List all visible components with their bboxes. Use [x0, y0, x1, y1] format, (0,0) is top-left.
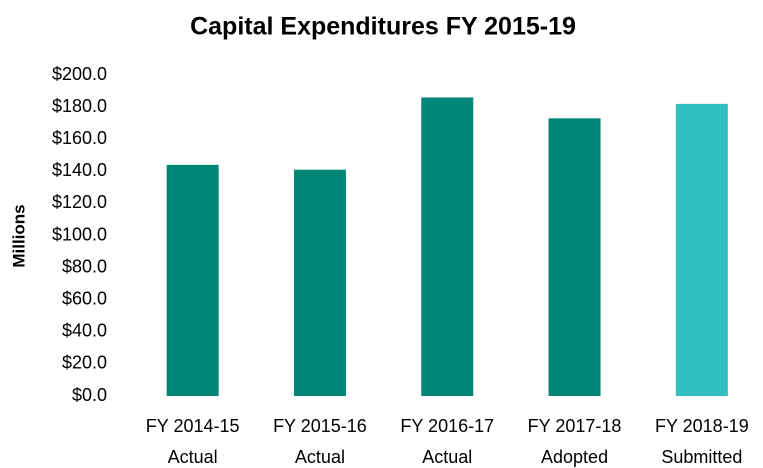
chart-title: Capital Expenditures FY 2015-19	[190, 13, 576, 41]
y-tick-label: $200.0	[52, 64, 107, 84]
y-tick-label: $20.0	[62, 353, 107, 373]
x-tick-label: FY 2018-19	[655, 416, 749, 436]
x-tick-label: FY 2014-15	[146, 416, 240, 436]
bar	[548, 118, 601, 397]
bar	[293, 169, 346, 396]
x-tick-label: FY 2017-18	[528, 416, 622, 436]
y-tick-label: $160.0	[52, 128, 107, 148]
y-tick-label: $60.0	[62, 288, 107, 308]
y-tick-label: $180.0	[52, 96, 107, 116]
y-tick-label: $120.0	[52, 192, 107, 212]
x-tick-label: FY 2015-16	[273, 416, 367, 436]
x-tick-label: Actual	[422, 447, 472, 467]
y-tick-label: $0.0	[72, 385, 107, 405]
x-tick-label: FY 2016-17	[400, 416, 494, 436]
y-axis-label: Millions	[9, 204, 28, 267]
y-tick-label: $140.0	[52, 160, 107, 180]
y-tick-label: $100.0	[52, 224, 107, 244]
x-tick-label: Actual	[295, 447, 345, 467]
y-tick-label: $80.0	[62, 256, 107, 276]
bar	[421, 97, 474, 396]
bar	[166, 164, 219, 396]
bar	[675, 103, 728, 396]
x-tick-label: Adopted	[541, 447, 608, 467]
y-tick-label: $40.0	[62, 321, 107, 341]
x-tick-label: Actual	[168, 447, 218, 467]
x-tick-label: Submitted	[661, 447, 742, 467]
